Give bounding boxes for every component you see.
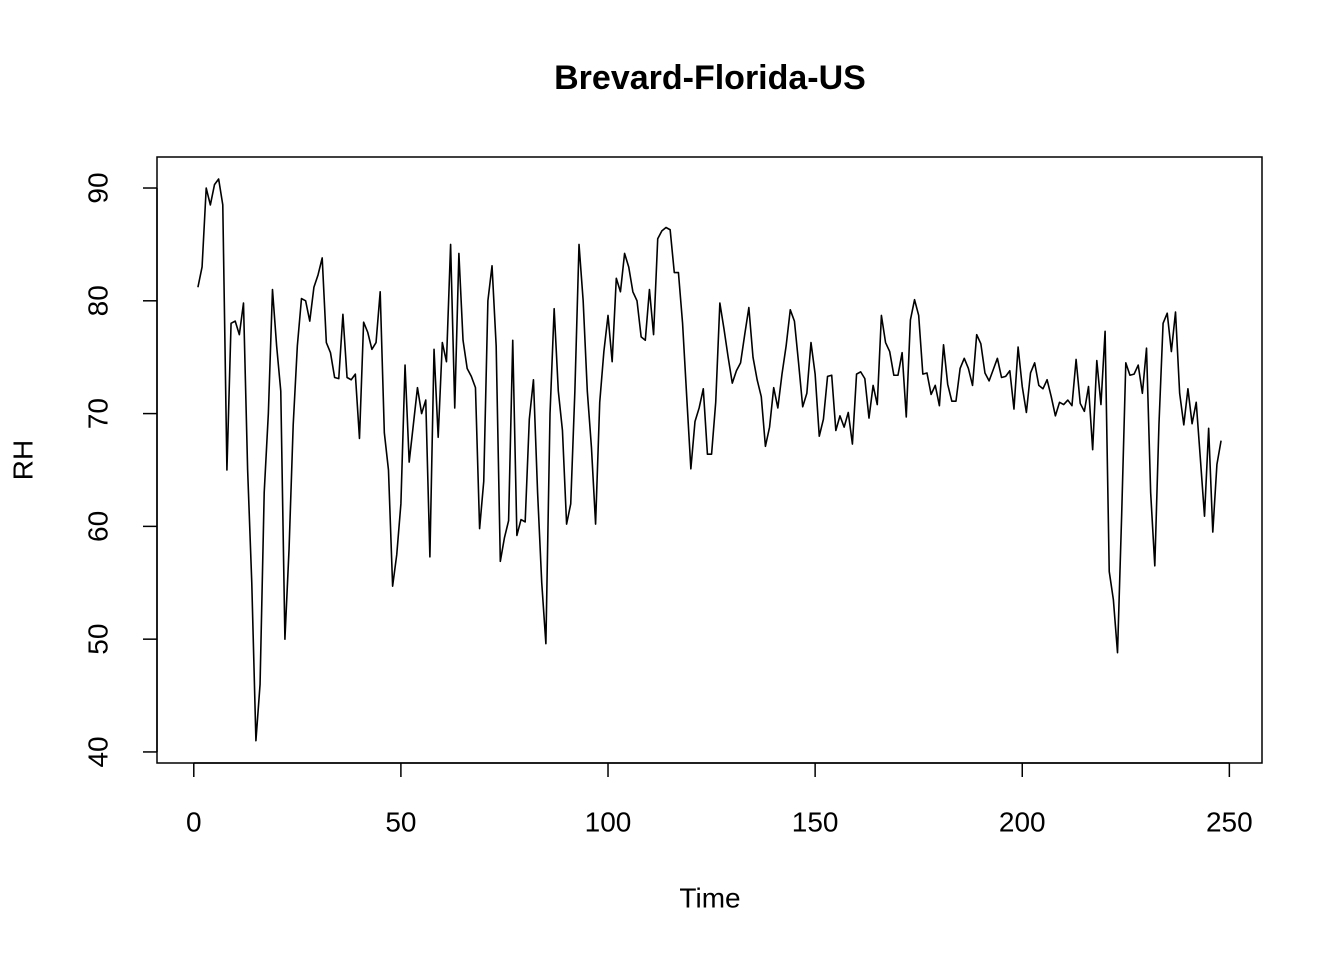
data-line: [197, 178, 1222, 742]
x-tick-label: 200: [999, 806, 1046, 837]
y-tick-label: 70: [82, 398, 113, 429]
x-tick-label: 50: [385, 806, 416, 837]
x-tick-label: 100: [585, 806, 632, 837]
x-tick-label: 150: [792, 806, 839, 837]
y-tick-label: 80: [82, 285, 113, 316]
x-axis-label: Time: [679, 882, 740, 913]
x-tick-label: 0: [186, 806, 202, 837]
y-tick-label: 50: [82, 624, 113, 655]
y-axis-label: RH: [7, 440, 38, 480]
chart-title: Brevard-Florida-US: [554, 59, 866, 97]
y-tick-label: 40: [82, 736, 113, 767]
y-tick-label: 90: [82, 172, 113, 203]
y-tick-label: 60: [82, 511, 113, 542]
x-tick-label: 250: [1206, 806, 1253, 837]
plot-frame: [156, 156, 1263, 764]
